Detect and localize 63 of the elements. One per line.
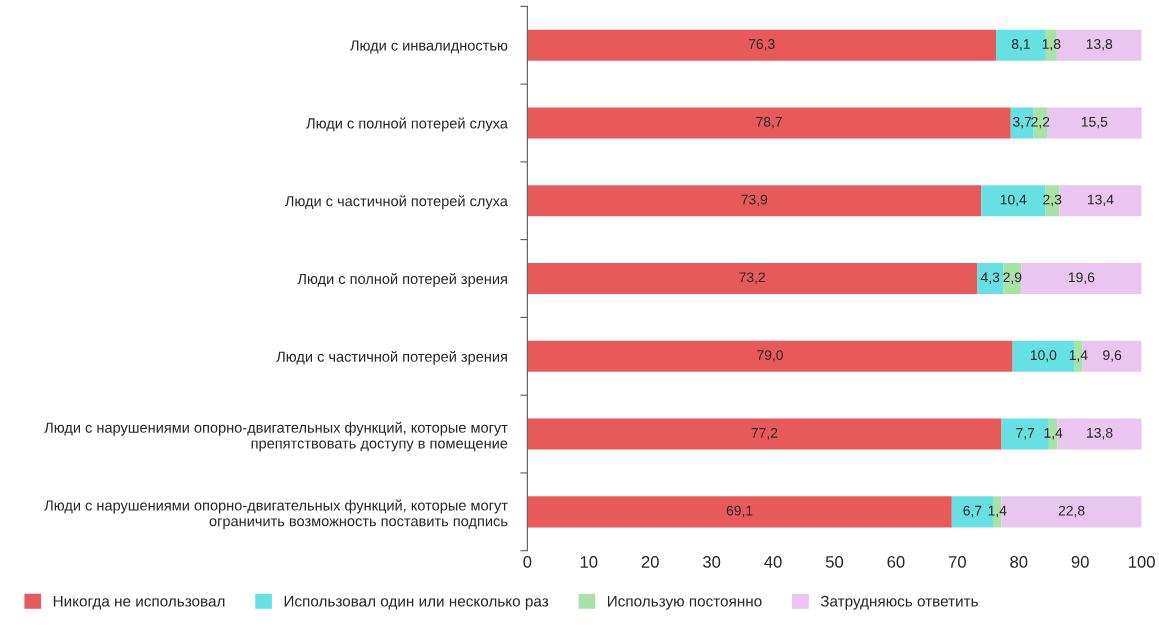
bar [527,107,1011,139]
data-label: 2,2 [1031,116,1050,129]
bar [1047,107,1142,139]
x-tick-label: 70 [948,556,966,568]
data-label: 6,7 [963,505,982,518]
data-label: 2,3 [1043,194,1062,207]
x-tick-label: 40 [764,556,782,568]
x-tick-label: 60 [887,556,905,568]
data-label: 10,4 [1000,194,1027,207]
data-label: 1,8 [1042,39,1061,51]
bar [1021,262,1142,295]
data-label: 15,5 [1081,117,1108,129]
bar [527,340,1013,372]
data-label: 2,9 [1003,272,1022,284]
x-tick-label: 50 [825,556,844,568]
data-label: 9,6 [1103,350,1122,362]
legend-label: Затрудняюсь ответить [820,595,978,610]
data-label: 73,2 [739,272,765,284]
data-label: 13,4 [1088,194,1114,207]
y-tick-label: Люди с частичной потерей слуха [284,195,508,210]
bar [976,262,1004,295]
data-label: 22,8 [1058,505,1085,518]
bar [527,496,952,528]
data-label: 13,8 [1087,427,1113,440]
bar [527,418,1002,450]
legend-label: Использую постоянно [607,595,762,610]
data-label: 78,7 [756,116,782,129]
data-label: 10,0 [1030,350,1057,362]
x-tick-label: 10 [580,556,598,568]
bar [527,29,997,61]
bar [1003,262,1022,295]
data-label: 77,2 [751,427,778,440]
data-label: 4,3 [980,272,1000,284]
bar [1033,107,1048,139]
y-tick-label: Люди с инвалидностью [350,40,508,54]
data-label: 7,7 [1016,428,1035,440]
x-tick-label: 80 [1010,556,1028,568]
data-label: 1,4 [1069,350,1088,362]
data-label: 8,1 [1011,39,1030,51]
y-tick-label: Люди с полной потерей слуха [306,117,508,132]
data-label: 1,4 [988,505,1007,518]
legend-label: Никогда не использовал [53,595,225,610]
data-label: 3,7 [1013,116,1032,129]
data-label: 79,0 [757,350,783,362]
data-label: 76,3 [748,39,775,51]
bar [1045,185,1060,217]
x-tick-label: 100 [1128,556,1155,568]
legend-label: Использовал один или несколько раз [284,595,549,610]
y-tick-label: Люди с частичной потерей зрения [276,350,507,365]
data-label: 1,4 [1044,428,1063,440]
y-tick-label: Люди с нарушениями опорно-двигательных функций, которые могут препятствовать доступу в помещение [44,421,508,452]
x-tick-label: 0 [523,556,532,568]
y-tick-label: Люди с нарушениями опорно-двигательных функций, которые могут ограничить возможность поставить подпись [44,499,508,530]
bar [527,185,982,217]
data-label: 73,9 [741,194,768,207]
data-label: 19,6 [1068,272,1095,284]
data-label: 69,1 [726,505,753,518]
data-label: 13,8 [1086,39,1113,51]
y-tick-label: Люди с полной потерей зрения [297,273,507,287]
x-tick-label: 90 [1071,556,1089,568]
bar [527,262,977,295]
x-tick-label: 30 [702,556,721,568]
x-tick-label: 20 [641,556,659,568]
